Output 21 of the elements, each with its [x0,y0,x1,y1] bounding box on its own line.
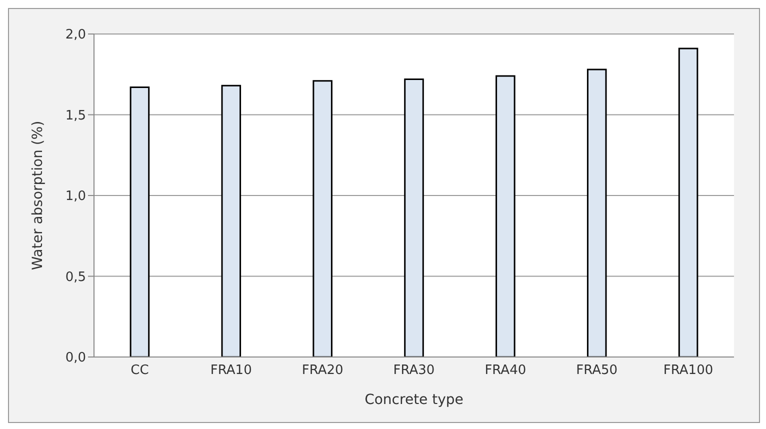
y-axis-title: Water absorption (%) [30,120,46,270]
bar [496,75,516,357]
y-tick-label: 1,0 [65,189,86,204]
y-tick-label: 2,0 [65,28,86,43]
bar [130,86,150,357]
bar [404,78,424,357]
x-tick-label: FRA40 [484,363,526,378]
x-tick-label: FRA100 [663,363,714,378]
x-tick-label: FRA50 [576,363,618,378]
x-tick-label: CC [130,363,149,378]
x-tick-label: FRA20 [302,363,344,378]
x-tick-label: FRA10 [210,363,252,378]
x-axis-title: Concrete type [364,392,464,408]
bar [221,84,242,357]
y-tick-label: 0,0 [65,350,86,366]
y-tick-label: 1,5 [65,108,86,124]
y-tick-label: 0,5 [65,270,86,285]
bar [312,80,332,357]
bar [586,68,607,357]
bar [678,48,698,357]
x-tick-label: FRA30 [393,363,435,378]
